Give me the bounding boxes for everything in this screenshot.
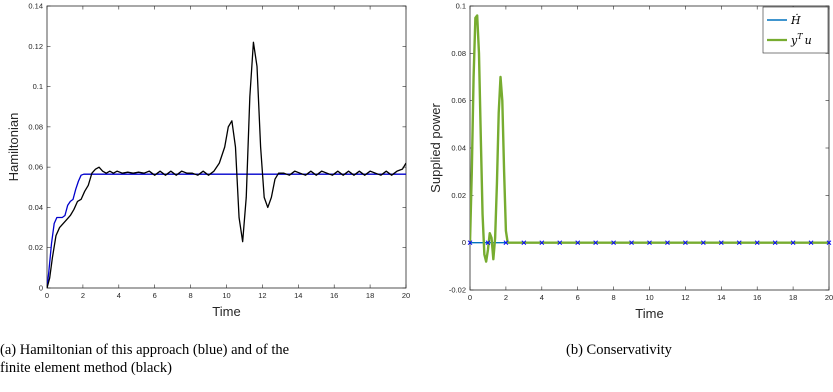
x-tick-label: 14	[717, 293, 725, 302]
y-tick-label: 0.12	[28, 42, 43, 51]
x-tick-label: 12	[681, 293, 689, 302]
x-tick-label: 0	[45, 291, 49, 300]
caption-right: (b) Conservativity	[566, 342, 672, 358]
x-tick-label: 18	[366, 291, 374, 300]
x-tick-label: 8	[189, 291, 193, 300]
series-marker	[772, 240, 778, 246]
x-tick-label: 0	[468, 293, 472, 302]
series-line	[470, 14, 829, 263]
x-tick-label: 18	[789, 293, 797, 302]
caption-left-line2: finite element method (black)	[0, 360, 172, 376]
legend-box	[762, 6, 829, 54]
caption-left-line1: (a) Hamiltonian of this approach (blue) …	[0, 342, 290, 358]
x-tick-label: 4	[117, 291, 121, 300]
y-tick-label: 0.02	[451, 191, 466, 200]
series-marker	[539, 240, 545, 246]
series-marker	[736, 240, 742, 246]
series-marker	[521, 240, 527, 246]
series-marker	[790, 240, 796, 246]
chart-conservativity: 0 2 4 6 8 10 12 14 16 18 20-0.0200.020.040.060.080…	[428, 2, 833, 322]
legend-label: yT u	[790, 32, 812, 47]
legend-label: Ḣ	[790, 13, 801, 27]
x-tick-label: 8	[612, 293, 616, 302]
x-tick-label: 10	[645, 293, 653, 302]
x-tick-label: 6	[576, 293, 580, 302]
series-marker	[611, 240, 616, 246]
x-tick-label: 14	[294, 291, 302, 300]
y-tick-label: 0	[39, 284, 43, 293]
series-marker	[665, 240, 670, 246]
series-marker	[718, 240, 724, 246]
series-marker	[629, 240, 634, 246]
x-axis-label: Time	[635, 306, 663, 321]
series-marker	[467, 240, 473, 246]
series-marker	[754, 240, 760, 246]
x-tick-label: 20	[825, 293, 833, 302]
x-axis-label: Time	[212, 304, 240, 319]
series-marker	[826, 240, 832, 246]
y-tick-label: 0.02	[28, 243, 43, 252]
y-tick-label: 0.04	[28, 203, 43, 212]
y-axis-label: Supplied power	[428, 103, 443, 193]
axes-box	[46, 5, 407, 289]
series-marker	[647, 240, 652, 246]
x-tick-label: 2	[81, 291, 85, 300]
chart-hamiltonian: 0 2 4 6 8 10 12 14 16 18 20 0 0.02 0.04 0.06 0.08 0.1 0.1…	[6, 2, 410, 320]
x-tick-label: 6	[153, 291, 157, 300]
y-axis-label: Hamiltonian	[6, 113, 21, 182]
series-line	[47, 173, 406, 288]
x-tick-label: 12	[258, 291, 266, 300]
series-marker	[485, 240, 491, 246]
y-tick-label: 0.06	[451, 96, 466, 105]
y-tick-label: 0.1	[456, 2, 466, 11]
x-tick-label: 2	[504, 293, 508, 302]
x-tick-label: 10	[222, 291, 230, 300]
x-tick-label: 16	[330, 291, 338, 300]
series-marker	[593, 240, 599, 246]
x-tick-label: 4	[540, 293, 544, 302]
y-tick-label: 0.08	[451, 49, 466, 58]
series-marker	[808, 240, 814, 246]
series-marker	[575, 240, 581, 246]
y-tick-label: 0.06	[28, 163, 43, 172]
series-marker	[557, 240, 563, 246]
y-tick-label: 0.04	[451, 144, 466, 153]
y-tick-label: -0.02	[449, 286, 466, 295]
series-marker	[503, 240, 509, 246]
y-tick-label: 0	[462, 238, 466, 247]
y-tick-label: 0.1	[33, 82, 43, 91]
x-tick-label: 16	[753, 293, 761, 302]
y-tick-label: 0.08	[28, 122, 43, 131]
series-marker	[683, 240, 688, 246]
y-tick-label: 0.14	[28, 2, 43, 11]
legend: ḢyT u	[762, 6, 829, 54]
x-tick-label: 20	[402, 291, 410, 300]
series-line	[47, 41, 406, 288]
series-marker	[700, 240, 706, 246]
